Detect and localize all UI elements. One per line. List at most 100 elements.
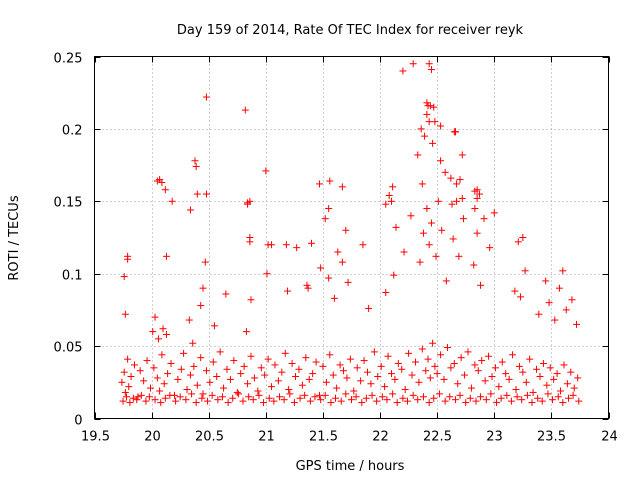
data-point [278, 368, 286, 376]
data-point [555, 284, 563, 292]
data-point [220, 384, 228, 392]
data-point [192, 399, 200, 407]
data-point [206, 378, 214, 386]
data-point [419, 229, 427, 237]
data-point [120, 273, 128, 281]
data-point [325, 274, 333, 282]
data-point [127, 373, 135, 381]
data-point [338, 258, 346, 266]
data-point [234, 390, 242, 398]
data-point [435, 390, 443, 398]
data-point [567, 368, 575, 376]
data-point [125, 383, 133, 391]
data-point [416, 258, 424, 266]
data-point [204, 397, 212, 405]
data-point [368, 391, 376, 399]
data-point [288, 359, 296, 367]
data-point [414, 396, 422, 404]
data-point [286, 390, 294, 398]
data-point [202, 367, 210, 375]
data-point [517, 293, 525, 301]
data-point [124, 355, 132, 363]
data-point [430, 103, 438, 111]
data-point [338, 183, 346, 191]
data-point [153, 374, 161, 382]
data-point [461, 371, 469, 379]
data-point [502, 370, 510, 378]
data-point [209, 358, 217, 366]
data-point [431, 362, 439, 370]
data-point [321, 215, 329, 223]
data-point [317, 264, 325, 272]
data-point [559, 399, 567, 407]
data-point [528, 399, 536, 407]
data-point [539, 359, 547, 367]
data-point [363, 368, 371, 376]
data-point [519, 234, 527, 241]
data-point [393, 399, 401, 407]
data-point [172, 397, 180, 405]
data-point [425, 60, 433, 68]
data-point [199, 390, 207, 398]
data-point [216, 348, 224, 356]
data-point [536, 373, 544, 381]
data-point [352, 393, 360, 401]
data-point [568, 296, 576, 304]
data-point [542, 277, 550, 285]
data-point [477, 393, 485, 401]
data-point [570, 384, 578, 392]
data-point [562, 306, 570, 314]
data-point [443, 344, 451, 352]
data-point [387, 197, 395, 205]
data-point [515, 362, 523, 370]
data-point [334, 248, 342, 256]
data-point [201, 258, 209, 266]
data-point [237, 370, 245, 378]
data-point [526, 355, 534, 363]
data-point [471, 205, 479, 213]
x-tick-label: 22 [372, 430, 389, 445]
data-point [348, 396, 355, 404]
data-point [482, 396, 490, 404]
data-point [208, 391, 216, 399]
x-tick-label: 23 [486, 430, 503, 445]
data-point [390, 271, 398, 279]
data-point [309, 370, 317, 378]
data-point [389, 390, 397, 398]
data-point [399, 394, 407, 402]
data-point [560, 361, 568, 369]
data-point [202, 93, 210, 101]
data-point [330, 294, 338, 302]
data-point [188, 390, 196, 398]
data-point [518, 396, 526, 404]
data-point [134, 393, 142, 401]
data-point [189, 339, 197, 347]
data-point [423, 205, 431, 213]
data-point [126, 399, 134, 407]
data-point [332, 394, 340, 402]
data-point [130, 361, 138, 369]
plot-frame [94, 56, 609, 419]
data-point [511, 287, 519, 295]
x-tick-label: 21.5 [309, 430, 338, 445]
data-point [449, 235, 457, 243]
data-point [124, 252, 132, 260]
data-point [462, 399, 470, 407]
data-point [545, 299, 553, 307]
data-point [440, 375, 448, 383]
data-point [401, 386, 409, 394]
data-point [276, 393, 284, 401]
data-point [244, 380, 252, 388]
data-point [418, 345, 426, 353]
data-point [424, 102, 432, 110]
data-point [497, 394, 505, 402]
data-point [249, 396, 257, 404]
data-point [422, 367, 430, 375]
data-point [329, 371, 337, 379]
data-point [260, 399, 268, 407]
data-point [519, 368, 527, 376]
data-point [478, 357, 486, 365]
data-point [481, 377, 489, 385]
data-point [198, 394, 206, 402]
